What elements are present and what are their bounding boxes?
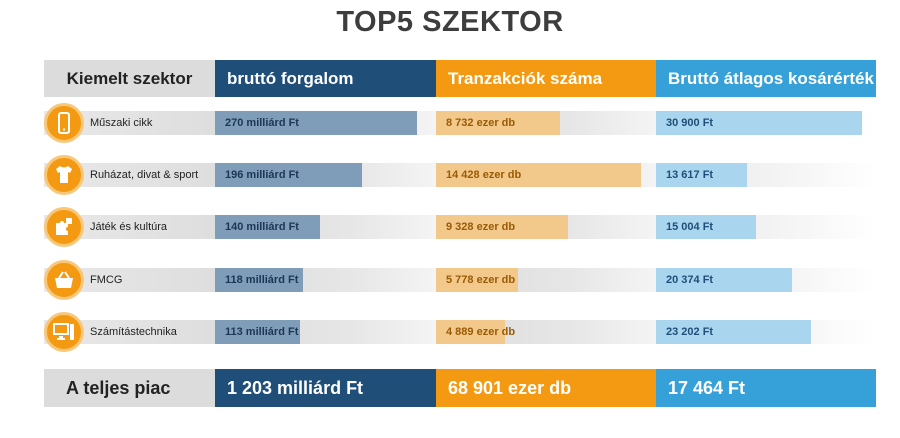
rev-bar	[215, 215, 320, 239]
tx-bar	[436, 163, 641, 187]
header-revenue: bruttó forgalom	[215, 60, 436, 97]
sector-label: Műszaki cikk	[90, 117, 153, 129]
rev-value-label: 270 milliárd Ft	[225, 117, 299, 129]
tx-value-label: 8 732 ezer db	[446, 117, 516, 129]
total-label: A teljes piac	[44, 369, 215, 407]
rev-track: 113 milliárd Ft	[215, 320, 436, 344]
rev-track: 140 milliárd Ft	[215, 215, 436, 239]
total-transactions: 68 901 ezer db	[436, 369, 656, 407]
tx-value-label: 9 328 ezer db	[446, 221, 516, 233]
bask-track: 23 202 Ft	[656, 320, 876, 344]
bask-value-label: 20 374 Ft	[666, 274, 714, 286]
tx-bar	[436, 268, 518, 292]
sector-label: Játék és kultúra	[90, 221, 168, 233]
tx-track: 14 428 ezer db	[436, 163, 656, 187]
sector-row: FMCG 118 milliárd Ft 5 778 ezer db 20 374 F…	[0, 256, 900, 310]
computer-icon	[44, 312, 84, 352]
tx-value-label: 5 778 ezer db	[446, 274, 516, 286]
header-transactions: Tranzakciók száma	[436, 60, 656, 97]
basket-icon	[44, 260, 84, 300]
sector-row: Játék és kultúra 140 milliárd Ft 9 328 eze…	[0, 203, 900, 257]
rev-value-label: 196 milliárd Ft	[225, 169, 299, 181]
tx-bar	[436, 111, 560, 135]
bask-bar	[656, 163, 747, 187]
puzzle-icon	[44, 207, 84, 247]
tx-track: 8 732 ezer db	[436, 111, 656, 135]
smartphone-icon	[44, 103, 84, 143]
sector-row: Számítástechnika 113 milliárd Ft 4 889 eze…	[0, 308, 900, 362]
tx-track: 9 328 ezer db	[436, 215, 656, 239]
sector-label: Ruházat, divat & sport	[90, 169, 199, 181]
bask-bar	[656, 320, 811, 344]
bask-track: 20 374 Ft	[656, 268, 876, 292]
bask-track: 30 900 Ft	[656, 111, 876, 135]
rev-track: 196 milliárd Ft	[215, 163, 436, 187]
bask-bar	[656, 268, 792, 292]
bask-value-label: 15 004 Ft	[666, 221, 714, 233]
sector-label: FMCG	[90, 274, 123, 286]
total-revenue: 1 203 milliárd Ft	[215, 369, 436, 407]
rev-bar	[215, 111, 418, 135]
rev-bar	[215, 320, 300, 344]
bask-track: 13 617 Ft	[656, 163, 876, 187]
tshirt-icon	[44, 155, 84, 195]
tx-bar	[436, 320, 506, 344]
tx-track: 5 778 ezer db	[436, 268, 656, 292]
bask-track: 15 004 Ft	[656, 215, 876, 239]
page-title: TOP5 SZEKTOR	[336, 6, 564, 38]
header-basket: Bruttó átlagos kosárérték	[656, 60, 876, 97]
bask-value-label: 13 617 Ft	[666, 169, 714, 181]
sector-label: Számítástechnika	[90, 326, 177, 338]
header-sector: Kiemelt szektor	[44, 60, 215, 97]
tx-track: 4 889 ezer db	[436, 320, 656, 344]
tx-bar	[436, 215, 569, 239]
rev-bar	[215, 268, 304, 292]
rev-track: 270 milliárd Ft	[215, 111, 436, 135]
bask-bar	[656, 111, 862, 135]
bask-value-label: 30 900 Ft	[666, 117, 714, 129]
tx-value-label: 4 889 ezer db	[446, 326, 516, 338]
sector-row: Műszaki cikk 270 milliárd Ft 8 732 ezer db…	[0, 99, 900, 153]
rev-track: 118 milliárd Ft	[215, 268, 436, 292]
rev-bar	[215, 163, 362, 187]
sector-row: Ruházat, divat & sport 196 milliárd Ft 14 …	[0, 151, 900, 205]
rev-value-label: 118 milliárd Ft	[225, 274, 299, 286]
bask-value-label: 23 202 Ft	[666, 326, 714, 338]
rev-value-label: 140 milliárd Ft	[225, 221, 299, 233]
tx-value-label: 14 428 ezer db	[446, 169, 522, 181]
bask-bar	[656, 215, 757, 239]
total-basket: 17 464 Ft	[656, 369, 876, 407]
rev-value-label: 113 milliárd Ft	[225, 326, 299, 338]
